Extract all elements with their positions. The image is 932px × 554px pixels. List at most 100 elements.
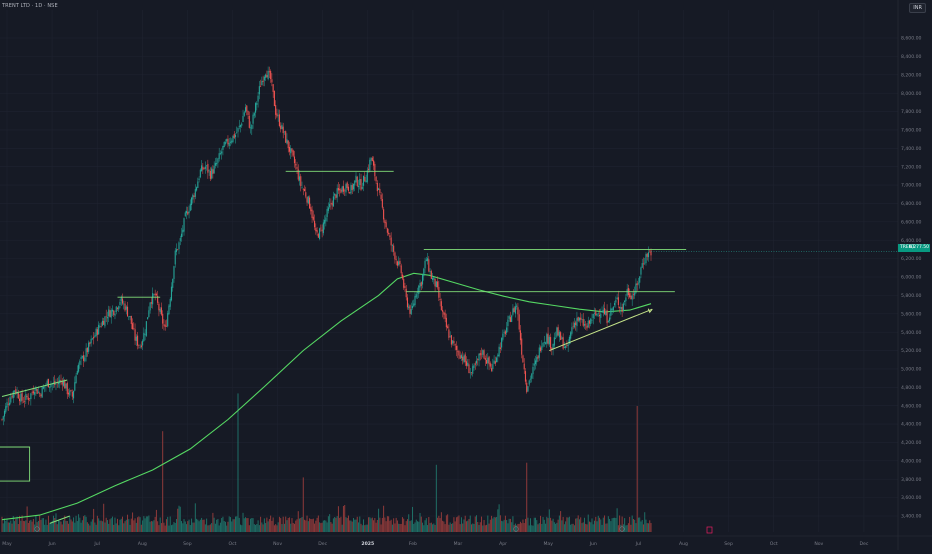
price-tick-label: 3,600.00	[901, 495, 922, 501]
candle-body	[541, 346, 543, 350]
candle-body	[60, 380, 62, 381]
time-tick-label: Mar	[454, 541, 463, 547]
candle-body	[479, 352, 481, 356]
candle-body	[266, 75, 268, 78]
volume-bar	[20, 520, 22, 532]
volume-bar	[334, 516, 336, 532]
volume-bar	[386, 516, 388, 532]
volume-bar	[125, 519, 127, 532]
price-tick-label: 5,400.00	[901, 330, 922, 336]
candle-body	[369, 159, 371, 171]
volume-bar	[330, 522, 332, 532]
volume-bar	[209, 524, 211, 532]
volume-bar	[345, 517, 347, 532]
volume-bar	[52, 515, 54, 532]
candle-body	[570, 332, 572, 339]
volume-bar	[597, 515, 599, 532]
candle-body	[65, 383, 67, 389]
volume-bar	[340, 516, 342, 532]
candle-body	[280, 125, 282, 129]
volume-bar	[10, 520, 12, 532]
candle-body	[467, 362, 469, 366]
candle-body	[228, 142, 230, 146]
volume-bar	[568, 516, 570, 532]
candle-body	[516, 305, 518, 307]
candle-body	[385, 222, 387, 228]
volume-bar	[113, 524, 115, 532]
volume-bar	[39, 515, 41, 532]
volume-bar	[391, 524, 393, 532]
volume-bar	[149, 521, 151, 532]
volume-bar	[310, 518, 312, 532]
candle-body	[34, 392, 36, 395]
volume-bar	[111, 516, 113, 532]
candle-body	[324, 219, 326, 224]
volume-bar	[302, 477, 304, 532]
candle-body	[85, 348, 87, 357]
candle-body	[93, 336, 95, 339]
candle-body	[498, 346, 500, 357]
candle-body	[586, 325, 588, 329]
volume-bar	[364, 525, 366, 532]
candle-body	[597, 313, 599, 314]
currency-badge[interactable]: INR	[909, 3, 926, 13]
volume-bar	[307, 521, 309, 532]
volume-bar	[63, 520, 65, 532]
time-tick-label: Nov	[273, 541, 282, 547]
candle-body	[596, 313, 598, 316]
candle-body	[177, 249, 179, 250]
candle-body	[305, 192, 307, 197]
candle-body	[148, 310, 150, 317]
volume-bar	[537, 524, 539, 532]
volume-bar	[322, 520, 324, 532]
volume-bar	[467, 520, 469, 532]
candle-body	[362, 175, 365, 186]
candle-body	[389, 235, 391, 238]
candle-body	[307, 196, 309, 204]
price-tick-label: 8,000.00	[901, 91, 922, 97]
volume-bar	[604, 515, 606, 532]
volume-bar	[288, 517, 290, 532]
candle-body	[438, 287, 440, 298]
volume-bar	[291, 518, 293, 532]
volume-bar	[71, 521, 73, 532]
candle-body	[50, 384, 52, 387]
volume-bar	[502, 521, 504, 532]
candle-body	[32, 391, 34, 394]
candle-body	[62, 381, 65, 386]
volume-bar	[447, 514, 449, 532]
candle-body	[617, 297, 619, 305]
volume-bar	[189, 525, 191, 532]
volume-bar	[248, 525, 250, 532]
candle-body	[64, 381, 66, 389]
candle-body	[477, 358, 479, 360]
chart-title: TRENT LTD · 1D · NSE	[2, 3, 58, 9]
volume-bar	[173, 522, 175, 532]
candle-body	[105, 315, 107, 317]
volume-bar	[118, 525, 120, 532]
candle-body	[424, 260, 426, 269]
candle-body	[577, 317, 579, 321]
candle-body	[145, 321, 147, 336]
volume-bar	[341, 524, 343, 532]
candle-body	[514, 306, 516, 314]
candle-body	[140, 345, 142, 348]
volume-bar	[404, 525, 406, 532]
candle-body	[162, 313, 164, 324]
volume-bar	[438, 515, 440, 532]
candle-body	[462, 356, 464, 361]
candle-body	[147, 317, 149, 320]
candle-body	[465, 361, 468, 366]
volume-bar	[612, 517, 614, 532]
candle-body	[17, 392, 19, 399]
candle-body	[94, 335, 96, 338]
candle-body	[486, 359, 488, 364]
candle-body	[440, 301, 442, 311]
volume-bar	[138, 516, 140, 532]
candle-body	[591, 319, 593, 321]
candle-body	[331, 202, 333, 206]
volume-bar	[306, 515, 308, 532]
volume-bar	[247, 518, 249, 532]
